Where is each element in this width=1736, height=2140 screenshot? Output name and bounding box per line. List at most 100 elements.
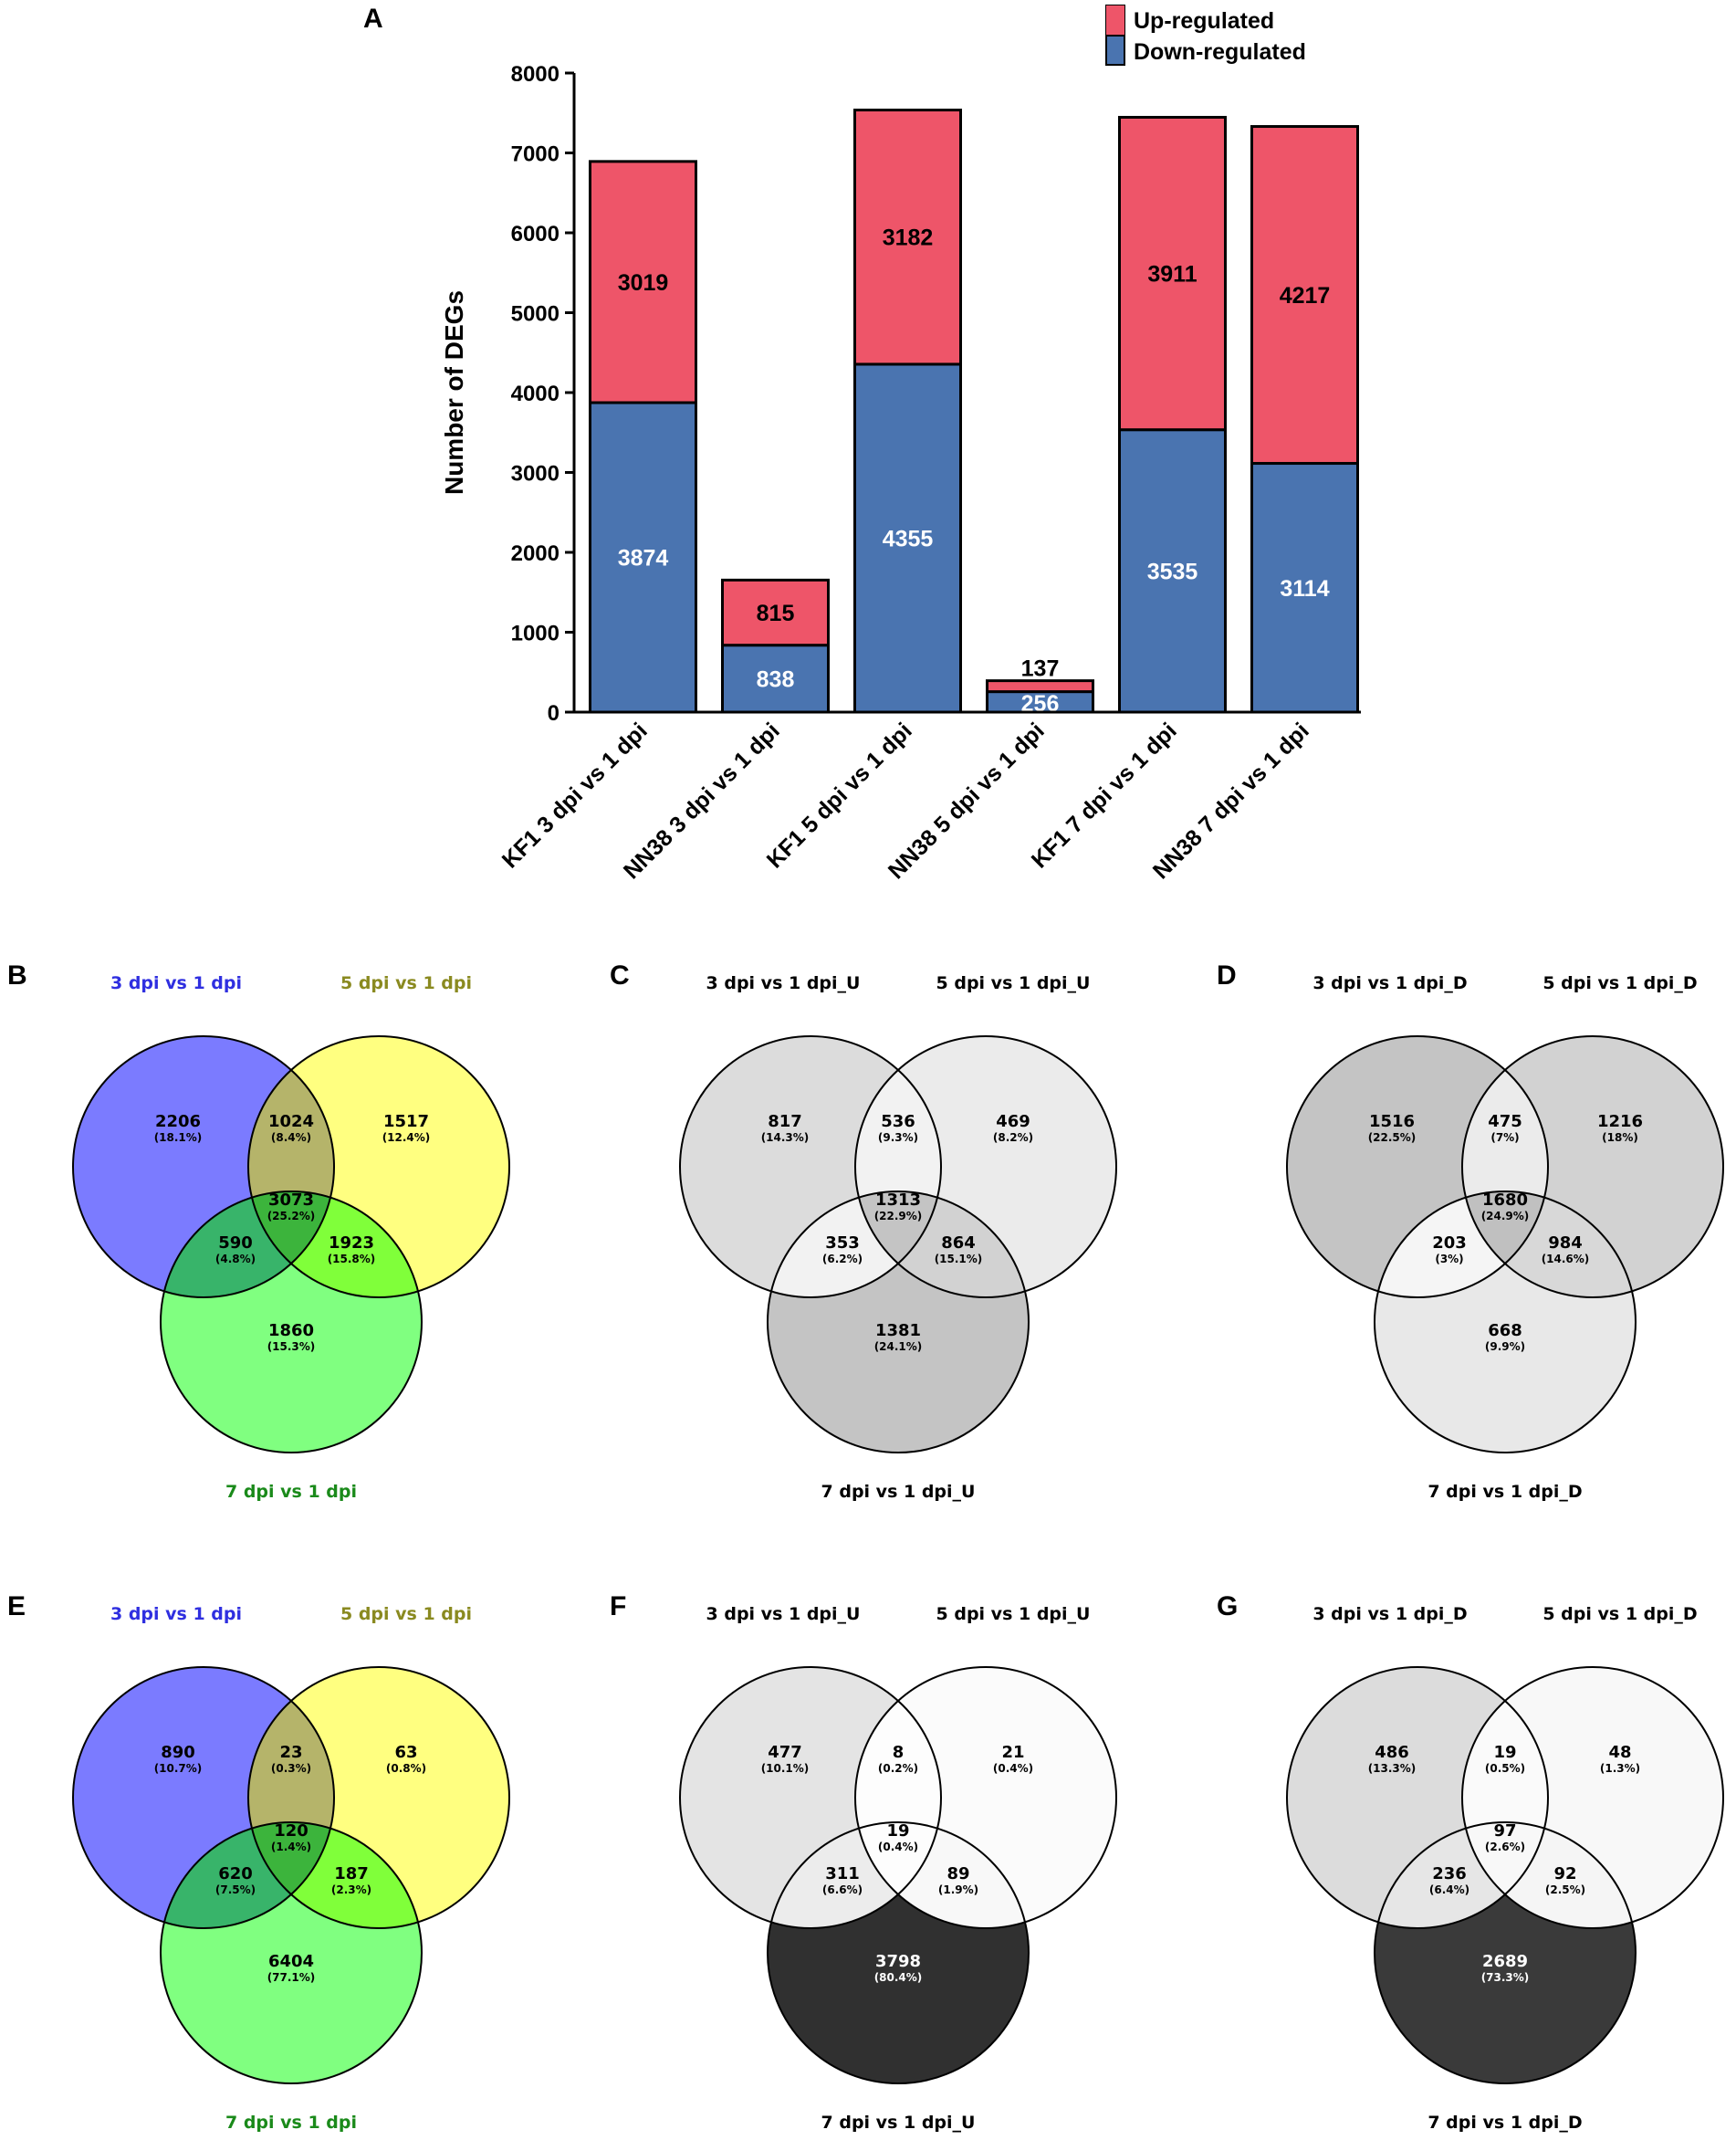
panel-label-d: D: [1217, 960, 1237, 991]
venn-pct-3dpi-5dpi: (0.3%): [271, 1762, 311, 1775]
venn-count-only-3dpi: 1516: [1369, 1112, 1415, 1131]
bar-value-down: 3874: [618, 546, 669, 572]
venn-set-title: 7 dpi vs 1 dpi_D: [1427, 1482, 1582, 1502]
venn-circle-outline: [160, 1821, 423, 2084]
venn-region-3dpi-7dpi: [1375, 1822, 1548, 1928]
bar-up-regulated: [589, 160, 697, 404]
y-tick-label: 6000: [511, 222, 559, 247]
venn-count-only-3dpi: 486: [1375, 1743, 1409, 1762]
venn-circle-outline: [679, 1666, 942, 1929]
venn-pct-only-7dpi: (80.4%): [874, 1971, 923, 1984]
venn-set-title: 7 dpi vs 1 dpi_D: [1427, 2113, 1582, 2133]
x-category-label: KF1 5 dpi vs 1 dpi: [762, 718, 917, 873]
venn-circle-outline: [1286, 1035, 1549, 1298]
venn-pct-3dpi-7dpi: (6.4%): [1429, 1883, 1469, 1896]
venn-pct-5dpi-7dpi: (15.8%): [328, 1253, 376, 1265]
venn-pct-3dpi-7dpi: (4.8%): [215, 1253, 256, 1265]
venn-count-only-3dpi: 817: [768, 1112, 802, 1131]
venn-set-title: 3 dpi vs 1 dpi_D: [1312, 973, 1467, 993]
venn-pct-only-3dpi: (13.3%): [1368, 1762, 1417, 1775]
bar-down-regulated: [1118, 428, 1227, 714]
venn-pct-only-3dpi: (18.1%): [154, 1131, 203, 1144]
venn-count-3dpi-5dpi: 8: [893, 1743, 905, 1762]
venn-set-title: 5 dpi vs 1 dpi_U: [936, 973, 1091, 993]
venn-circle-outline: [1286, 1666, 1549, 1929]
venn-count-all-three: 1680: [1482, 1191, 1528, 1210]
venn-region-3dpi-7dpi: [768, 1191, 941, 1297]
venn-set-title: 3 dpi vs 1 dpi_D: [1312, 1604, 1467, 1624]
venn-region-5dpi-7dpi: [248, 1822, 422, 1928]
bar-value-down: 3114: [1280, 576, 1329, 602]
venn-circle-outline: [72, 1035, 335, 1298]
venn-circle-outline: [854, 1035, 1117, 1298]
venn-circle-outline: [1374, 1821, 1637, 2084]
venn-pct-3dpi-7dpi: (6.2%): [822, 1253, 863, 1265]
venn-count-only-5dpi: 48: [1608, 1743, 1631, 1762]
panel-label-g: G: [1217, 1591, 1238, 1621]
venn-pct-3dpi-5dpi: (0.5%): [1485, 1762, 1525, 1775]
venn-pct-only-5dpi: (0.8%): [386, 1762, 426, 1775]
venn-pct-5dpi-7dpi: (15.1%): [935, 1253, 983, 1265]
venn-pct-only-3dpi: (10.1%): [761, 1762, 810, 1775]
venn-pct-3dpi-5dpi: (9.3%): [878, 1131, 918, 1144]
venn-pct-only-3dpi: (14.3%): [761, 1131, 810, 1144]
venn-pct-all-three: (22.9%): [874, 1210, 923, 1222]
legend-label-down: Down-regulated: [1134, 39, 1306, 65]
venn-count-5dpi-7dpi: 864: [941, 1233, 976, 1253]
venn-pct-only-7dpi: (15.3%): [267, 1340, 316, 1353]
venn-circle-outline: [1461, 1666, 1724, 1929]
venn-region-3dpi-7dpi: [161, 1191, 334, 1297]
venn-region-3dpi-7dpi: [161, 1822, 334, 1928]
venn-set-title: 7 dpi vs 1 dpi_U: [821, 2113, 976, 2133]
venn-circle-outline: [247, 1666, 510, 1929]
bar-up-regulated: [1250, 125, 1359, 466]
venn-pct-5dpi-7dpi: (1.9%): [938, 1883, 978, 1896]
venn-count-all-three: 3073: [268, 1191, 314, 1210]
venn-pct-only-7dpi: (24.1%): [874, 1340, 923, 1353]
venn-count-all-three: 120: [274, 1821, 309, 1841]
bar-down-regulated: [589, 401, 697, 714]
venn-circle-outline: [247, 1035, 510, 1298]
venn-count-3dpi-5dpi: 536: [881, 1112, 915, 1131]
venn-count-3dpi-5dpi: 1024: [268, 1112, 314, 1131]
y-tick-label: 4000: [511, 382, 559, 406]
bar-value-up: 3911: [1147, 262, 1197, 288]
venn-circle-outline: [767, 1821, 1030, 2084]
venn-panel-f: F 3 dpi vs 1 dpi_U 5 dpi vs 1 dpi_U 7 dpi v…: [610, 1591, 1117, 2133]
venn-count-only-3dpi: 2206: [155, 1112, 201, 1131]
bar-value-up: 4217: [1280, 283, 1331, 309]
panel-a-bar-chart: A 38743019838815435531822561373535391131…: [363, 4, 1361, 884]
venn-count-3dpi-7dpi: 590: [218, 1233, 253, 1253]
venn-region-5dpi-7dpi: [855, 1822, 1029, 1928]
venn-set-title: 7 dpi vs 1 dpi_U: [821, 1482, 976, 1502]
x-category-label: KF1 7 dpi vs 1 dpi: [1027, 718, 1182, 873]
venn-set-title: 5 dpi vs 1 dpi_U: [936, 1604, 1091, 1624]
venn-set-title: 3 dpi vs 1 dpi_U: [706, 1604, 861, 1624]
venn-count-only-5dpi: 63: [394, 1743, 417, 1762]
venn-pct-only-7dpi: (77.1%): [267, 1971, 316, 1984]
venn-circle-outline: [854, 1666, 1117, 1929]
venn-count-only-7dpi: 2689: [1482, 1952, 1528, 1971]
venn-pct-only-5dpi: (12.4%): [382, 1131, 431, 1144]
venn-pct-3dpi-7dpi: (7.5%): [215, 1883, 256, 1896]
venn-pct-3dpi-5dpi: (8.4%): [271, 1131, 311, 1144]
y-tick-label: 0: [548, 701, 559, 726]
venn-set-title: 7 dpi vs 1 dpi: [225, 2113, 357, 2133]
venn-count-3dpi-5dpi: 475: [1488, 1112, 1522, 1131]
venn-count-only-3dpi: 890: [161, 1743, 195, 1762]
venn-count-only-5dpi: 469: [996, 1112, 1030, 1131]
venn-count-only-5dpi: 21: [1001, 1743, 1024, 1762]
x-category-label: KF1 3 dpi vs 1 dpi: [497, 718, 653, 873]
venn-pct-all-three: (1.4%): [271, 1841, 311, 1853]
legend-label-up: Up-regulated: [1134, 8, 1274, 34]
y-tick-label: 1000: [511, 622, 559, 646]
y-tick-label: 2000: [511, 541, 559, 566]
venn-pct-only-3dpi: (10.7%): [154, 1762, 203, 1775]
venn-count-3dpi-5dpi: 23: [279, 1743, 302, 1762]
venn-region-5dpi-7dpi: [248, 1191, 422, 1297]
venn-panel-g: G 3 dpi vs 1 dpi_D 5 dpi vs 1 dpi_D 7 dpi v…: [1217, 1591, 1724, 2133]
venn-set-title: 7 dpi vs 1 dpi: [225, 1482, 357, 1502]
venn-pct-all-three: (0.4%): [878, 1841, 918, 1853]
venn-count-5dpi-7dpi: 984: [1548, 1233, 1583, 1253]
venn-pct-all-three: (2.6%): [1485, 1841, 1525, 1853]
